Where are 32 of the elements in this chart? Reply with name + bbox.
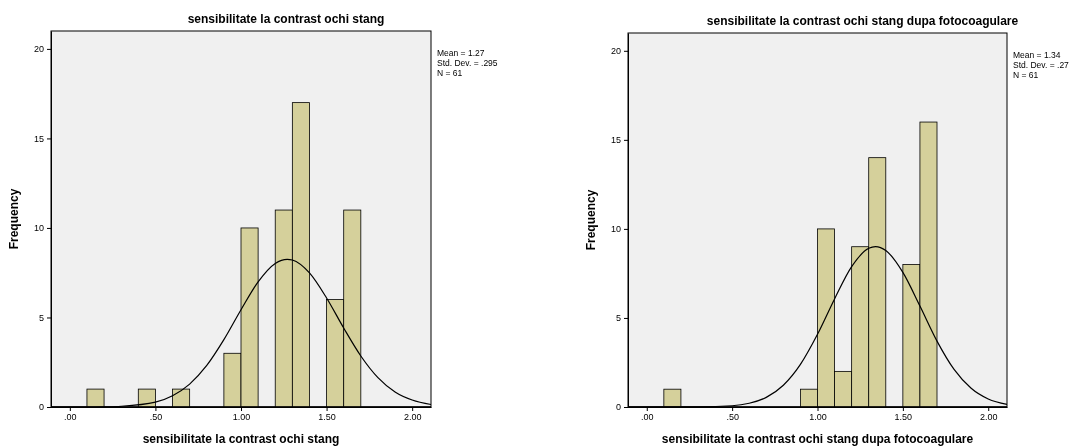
text: Mean = 1.27 [437, 48, 485, 58]
x-tick-label: .00 [64, 412, 77, 423]
x-tick-label: 1.50 [894, 412, 913, 423]
y-tick-label: 10 [610, 224, 621, 235]
text: N = 61 [1013, 69, 1039, 80]
x-tick-label: 2.00 [403, 412, 422, 423]
x-tick-label: 1.50 [318, 412, 336, 423]
chart-title: sensibilitate la contrast ochi stang [187, 12, 385, 26]
x-axis-title: sensibilitate la contrast ochi stang dupa fotocoagulare [661, 432, 974, 446]
x-tick-label: .50 [726, 412, 739, 423]
x-tick-label: 1.00 [232, 412, 251, 423]
x-tick-label: .50 [149, 412, 163, 423]
y-tick-label: 5 [615, 313, 621, 324]
x-axis-title: sensibilitate la contrast ochi stang [142, 432, 340, 446]
x-tick-label: 2.00 [979, 412, 998, 423]
y-tick-label: 10 [33, 223, 44, 234]
chart-title: sensibilitate la contrast ochi stang dupa fotocoagulare [706, 14, 1019, 28]
y-axis-title: Frequency [7, 188, 21, 250]
y-tick-label: 15 [610, 135, 621, 146]
y-tick-label: 15 [33, 133, 44, 144]
x-tick-label: .00 [641, 412, 654, 423]
text: N = 61 [437, 67, 463, 78]
text: Mean = 1.34 [1013, 50, 1061, 60]
y-tick-label: 20 [33, 44, 44, 55]
y-tick-label: 0 [615, 402, 621, 413]
y-tick-label: 5 [38, 312, 44, 323]
x-tick-label: 1.00 [809, 412, 827, 423]
y-tick-label: 0 [38, 402, 44, 413]
y-axis-title: Frequency [584, 189, 598, 251]
text: Std. Dev. = .27 [1013, 59, 1070, 70]
text: Std. Dev. = .295 [437, 57, 498, 68]
y-tick-label: 20 [610, 46, 621, 57]
